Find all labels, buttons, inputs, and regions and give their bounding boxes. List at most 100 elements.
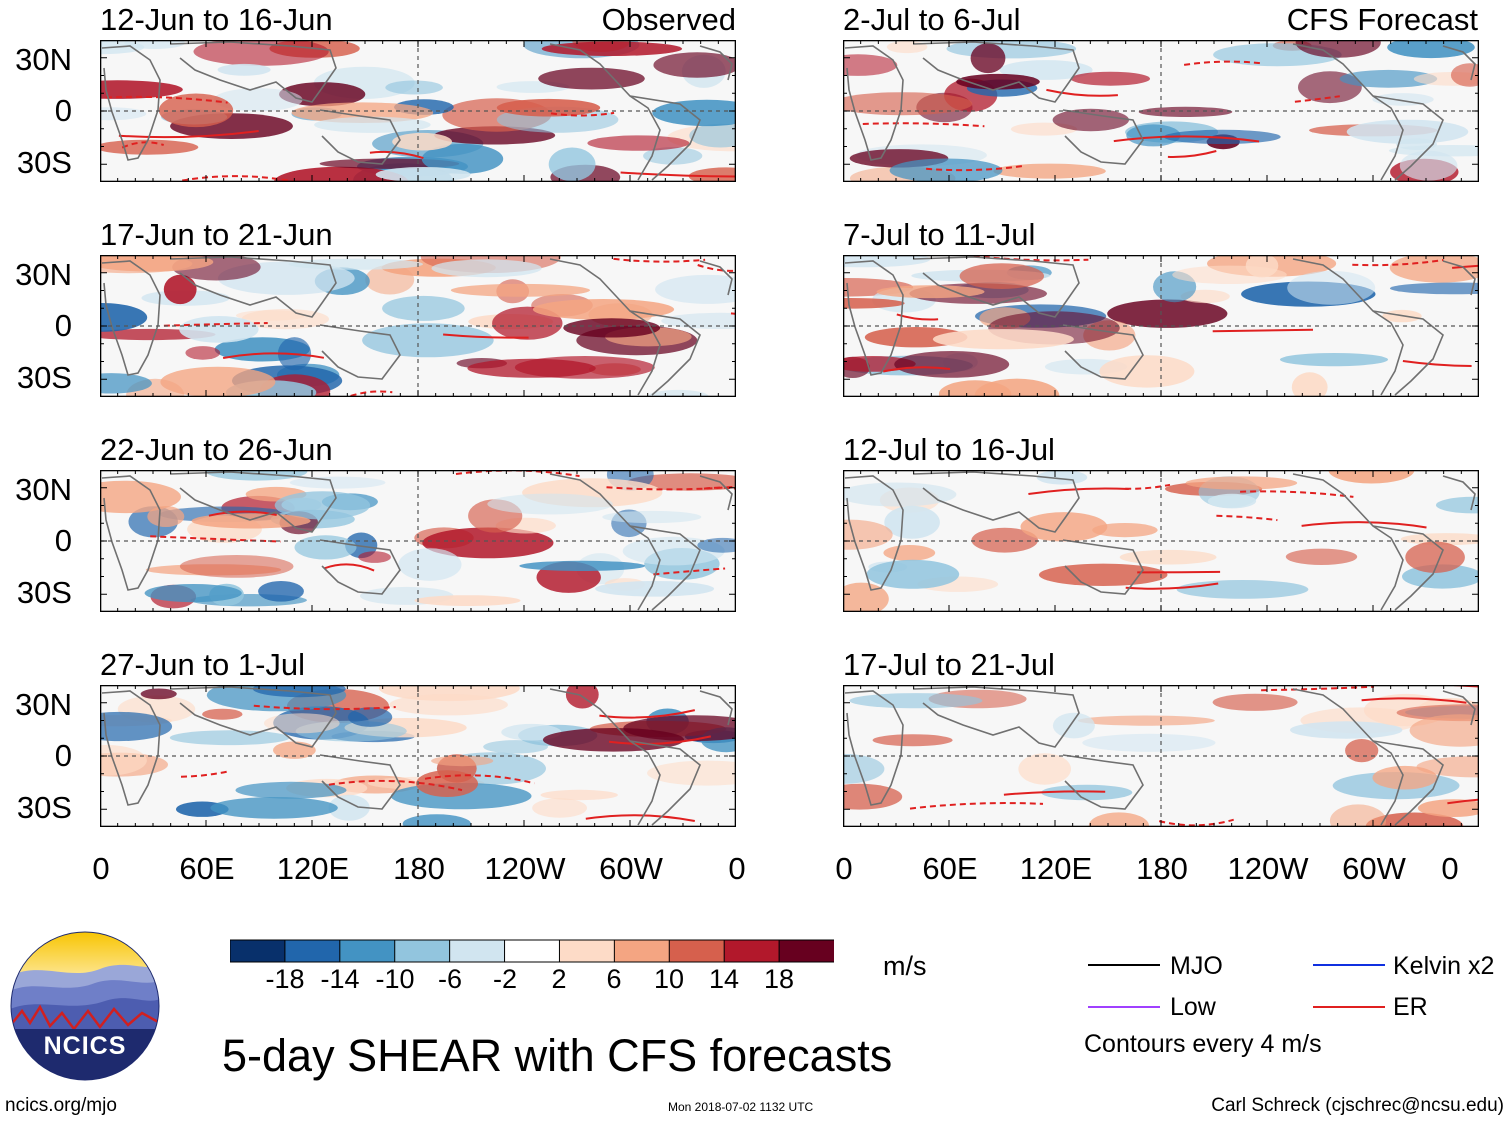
er-contour — [613, 257, 706, 263]
legend-label-low: Low — [1170, 993, 1216, 1021]
coastline-south-america — [1372, 525, 1444, 611]
coastline-europe — [1442, 45, 1476, 81]
shear-anomaly-blob — [538, 67, 645, 90]
panel-title-left-3: 22-Jun to 26-Jun — [100, 432, 333, 467]
shear-anomaly-blob — [158, 93, 234, 128]
shear-anomaly-blob — [289, 476, 386, 489]
er-contour — [328, 779, 463, 792]
footer-url[interactable]: ncics.org/mjo — [5, 1095, 117, 1116]
shear-anomaly-blob — [843, 54, 898, 76]
colorbar-swatch — [284, 939, 341, 963]
colorbar — [229, 939, 836, 968]
panel-title-left-2: 17-Jun to 21-Jun — [100, 217, 333, 252]
shear-anomaly-blob — [1400, 533, 1479, 546]
er-contour — [703, 486, 736, 490]
shear-anomaly-blob — [843, 482, 957, 507]
figure-title: 5-day SHEAR with CFS forecasts — [222, 1030, 893, 1081]
shear-anomaly-blob — [843, 753, 885, 784]
shear-anomaly-blob — [1287, 270, 1376, 305]
shear-anomaly-blob — [1036, 470, 1088, 485]
shear-anomaly-blob — [434, 126, 556, 145]
colorbar-swatch — [723, 939, 781, 963]
coastline-asia — [912, 471, 1080, 533]
shear-anomaly-blob — [487, 493, 613, 515]
er-contour — [1183, 60, 1263, 66]
shear-anomaly-blob — [563, 318, 661, 338]
shear-anomaly-blob — [264, 713, 340, 734]
colorbar-swatch — [504, 939, 561, 963]
er-contour — [653, 567, 726, 576]
footer-timestamp: Mon 2018-07-02 1132 UTC — [668, 1100, 814, 1114]
coastline-africa — [844, 690, 904, 806]
panel-title-right-4: 17-Jul to 21-Jul — [843, 647, 1055, 682]
er-contour — [350, 390, 393, 397]
coastline-asia — [912, 686, 1080, 748]
shear-anomaly-blob — [236, 310, 306, 321]
x-tick-label: 60W — [599, 851, 663, 886]
coastline-africa — [101, 45, 161, 161]
colorbar-label: 18 — [763, 964, 795, 994]
shear-anomaly-blob — [273, 166, 409, 182]
er-contour — [1212, 328, 1314, 333]
colorbar-swatch — [339, 939, 396, 963]
y-tick-label: 30N — [15, 472, 72, 507]
shear-anomaly-blob — [1389, 282, 1479, 295]
shear-anomaly-blob — [179, 316, 259, 343]
forecast-label: CFS Forecast — [1286, 2, 1478, 37]
coastline-australia — [319, 754, 401, 810]
y-tick-label: 0 — [54, 93, 72, 128]
shear-anomaly-blob — [185, 346, 221, 360]
shear-anomaly-blob — [431, 755, 494, 767]
shear-anomaly-blob — [1207, 493, 1257, 509]
shear-anomaly-blob — [202, 708, 243, 720]
shear-anomaly-blob — [1295, 40, 1381, 58]
shear-anomaly-blob — [1417, 799, 1479, 817]
shear-anomaly-blob — [100, 80, 183, 99]
er-contour — [1125, 483, 1171, 490]
shear-anomaly-blob — [661, 312, 736, 329]
colorbar-label: -2 — [492, 964, 517, 994]
shear-anomaly-blob — [1436, 496, 1479, 514]
er-contour — [862, 122, 985, 128]
coastline-australia — [1062, 324, 1144, 380]
shear-anomaly-blob — [884, 505, 940, 539]
shear-anomaly-blob — [1396, 138, 1438, 150]
er-contour — [1003, 790, 1106, 796]
er-contour — [1167, 150, 1217, 158]
shear-anomaly-blob — [398, 548, 462, 581]
ncics-logo[interactable]: NCICS — [10, 931, 160, 1081]
shear-anomaly-blob — [697, 537, 736, 553]
x-tick-label: 120E — [276, 851, 350, 886]
er-contour — [585, 814, 695, 822]
colorbar-label: 14 — [708, 964, 740, 994]
er-contour — [443, 333, 529, 339]
er-contour — [180, 770, 230, 778]
y-tick-label: 30N — [15, 257, 72, 292]
shear-anomaly-blob — [1088, 812, 1149, 827]
shear-anomaly-blob — [392, 132, 452, 151]
shear-anomaly-blob — [993, 163, 1106, 179]
shear-anomaly-blob — [1185, 476, 1298, 490]
er-contour — [1113, 135, 1260, 143]
er-contour — [323, 563, 375, 572]
shear-anomaly-blob — [1346, 119, 1469, 144]
er-contour — [105, 95, 228, 104]
shear-anomaly-blob — [100, 480, 181, 514]
coastline-africa — [844, 45, 904, 161]
colorbar-label: -18 — [265, 964, 305, 994]
shear-anomaly-blob — [169, 730, 290, 746]
panel-title-right-2: 7-Jul to 11-Jul — [843, 217, 1036, 252]
shear-anomaly-blob — [210, 797, 338, 819]
coastline-south-america — [629, 95, 701, 181]
shear-anomaly-blob — [147, 506, 185, 527]
colorbar-units: m/s — [883, 951, 927, 981]
shear-anomaly-blob — [643, 147, 703, 165]
shear-anomaly-blob — [258, 581, 304, 602]
er-contour — [550, 111, 615, 117]
er-contour — [150, 535, 281, 543]
shear-anomaly-blob — [540, 789, 618, 801]
shear-anomaly-blob — [416, 770, 478, 797]
x-tick-label: 120E — [1019, 851, 1093, 886]
colorbar-label: 10 — [653, 964, 685, 994]
colorbar-swatch — [394, 939, 451, 963]
